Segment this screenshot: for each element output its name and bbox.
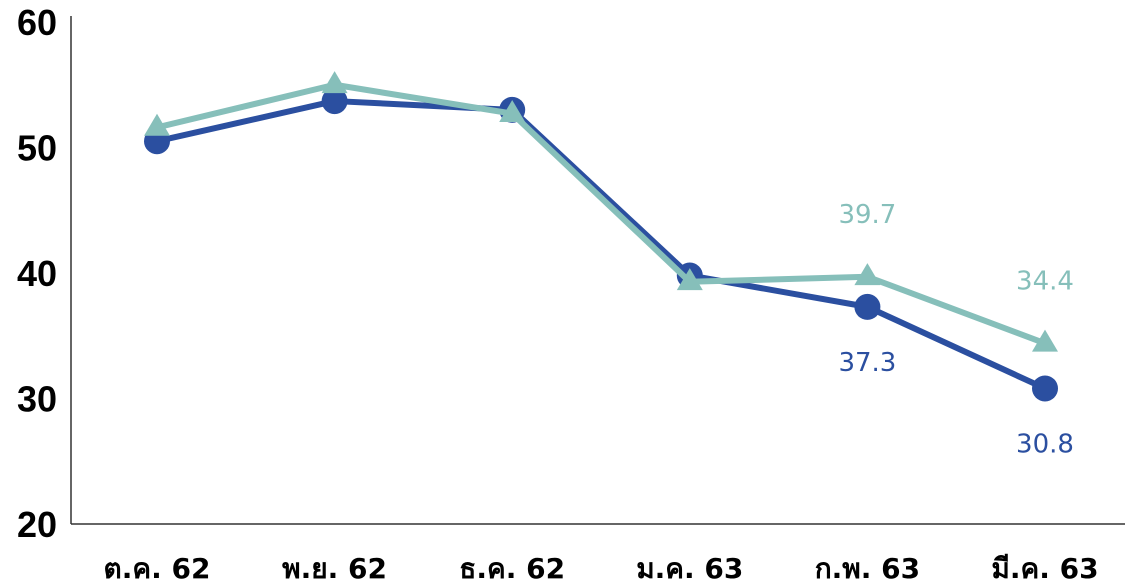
chart-axes bbox=[70, 16, 1125, 525]
data-label: 39.7 bbox=[838, 200, 896, 230]
data-point-triangle bbox=[499, 99, 526, 122]
y-axis-ticks: 20 30 40 50 60 bbox=[17, 2, 57, 545]
data-point-triangle bbox=[854, 263, 881, 286]
y-tick-label: 20 bbox=[17, 504, 57, 545]
series-2 bbox=[144, 71, 1058, 352]
data-label: 30.8 bbox=[1016, 429, 1074, 459]
data-point-triangle bbox=[1032, 329, 1058, 352]
data-point-triangle bbox=[144, 113, 170, 136]
y-tick-label: 50 bbox=[17, 128, 57, 169]
x-tick-label: ก.พ. 63 bbox=[815, 552, 920, 583]
series-1 bbox=[144, 88, 1058, 402]
series-line bbox=[154, 81, 1048, 347]
x-tick-label: ม.ค. 63 bbox=[636, 552, 743, 583]
data-point-circle bbox=[321, 88, 348, 115]
data-point-circle bbox=[1032, 375, 1058, 402]
series-line bbox=[154, 98, 1048, 392]
y-tick-label: 30 bbox=[17, 379, 57, 420]
data-label: 34.4 bbox=[1016, 266, 1074, 296]
x-tick-label: ธ.ค. 62 bbox=[459, 552, 565, 583]
y-tick-label: 40 bbox=[17, 253, 57, 294]
x-tick-label: มี.ค. 63 bbox=[991, 552, 1098, 583]
data-point-circle bbox=[854, 293, 881, 320]
data-label: 37.3 bbox=[838, 348, 896, 378]
x-tick-label: ต.ค. 62 bbox=[104, 552, 211, 583]
data-point-triangle bbox=[321, 71, 348, 94]
x-axis-ticks: ต.ค. 62 พ.ย. 62 ธ.ค. 62 ม.ค. 63 ก.พ. 63 มี.ค.… bbox=[104, 552, 1099, 583]
data-labels: 37.3 30.8 39.7 34.4 bbox=[838, 200, 1073, 460]
data-point-triangle bbox=[676, 268, 703, 291]
series-layer bbox=[144, 71, 1058, 402]
x-tick-label: พ.ย. 62 bbox=[282, 552, 387, 583]
y-tick-label: 60 bbox=[17, 2, 57, 43]
